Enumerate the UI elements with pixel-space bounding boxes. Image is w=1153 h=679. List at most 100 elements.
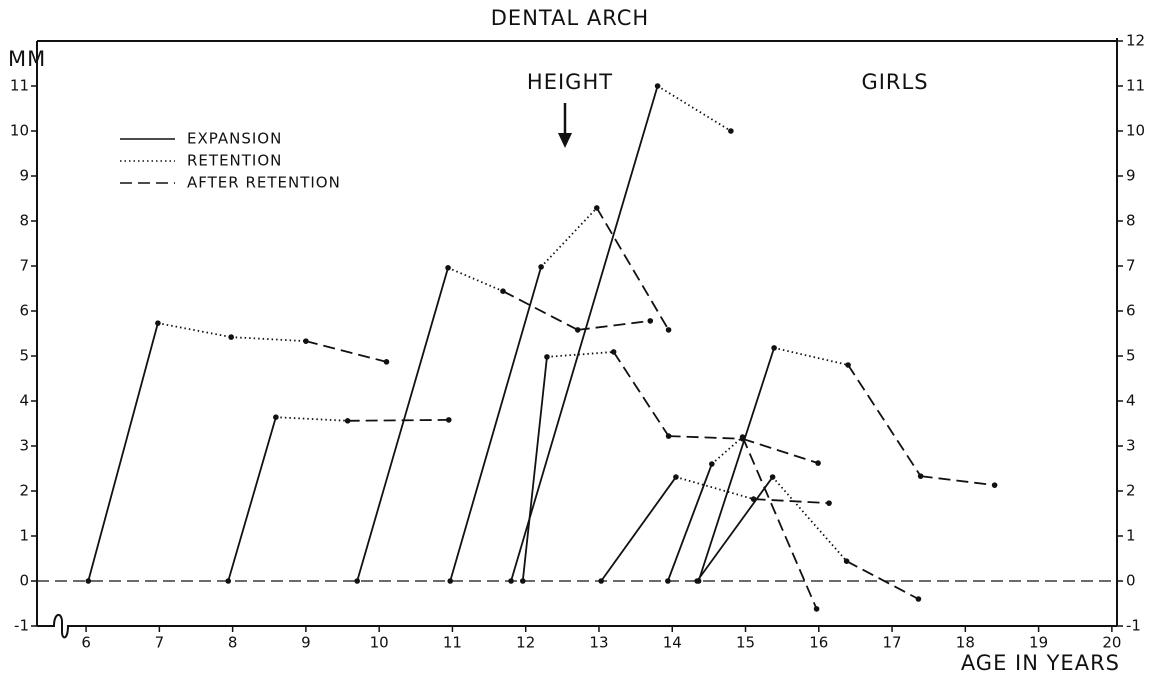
curve-segment	[502, 290, 579, 331]
y-tick-label: 7	[19, 257, 29, 275]
arrow	[558, 103, 572, 148]
curve-segment	[667, 463, 713, 582]
frame	[36, 38, 1118, 639]
point	[593, 205, 600, 211]
curve-segment	[773, 347, 849, 366]
point	[610, 349, 617, 355]
y-tick-label: 6	[19, 302, 29, 320]
point	[771, 345, 777, 351]
curve-segment	[847, 364, 922, 477]
y2-tick-label: 1	[1126, 527, 1136, 545]
point	[654, 83, 661, 89]
point	[354, 578, 360, 584]
legend-label: EXPANSION	[187, 130, 282, 148]
point	[228, 334, 234, 340]
y2-tick-label: 3	[1126, 437, 1136, 455]
x-tick-label: 17	[883, 634, 902, 652]
point	[519, 578, 526, 584]
x-tick-label: 20	[1102, 634, 1121, 652]
point	[673, 474, 679, 480]
legend-label: AFTER RETENTION	[187, 174, 341, 192]
curve-segment	[697, 347, 775, 582]
y-tick-label: 9	[19, 167, 29, 185]
curve-segment	[449, 266, 542, 582]
point	[303, 338, 309, 344]
point	[845, 362, 851, 368]
y2-tick-label: 7	[1126, 257, 1136, 275]
point	[769, 474, 776, 480]
curve-segment	[347, 419, 449, 422]
curve-segment	[612, 351, 670, 437]
y-tick-label: 1	[19, 527, 29, 545]
point	[155, 320, 161, 326]
x-tick-label: 6	[81, 634, 91, 652]
x-tick-label: 10	[370, 634, 389, 652]
point	[917, 473, 924, 479]
annotation: GIRLS	[861, 70, 928, 94]
point	[225, 578, 232, 584]
x-tick-label: 9	[301, 634, 311, 652]
y-tick-label: 4	[19, 392, 29, 410]
curve-segment	[521, 356, 548, 582]
point	[813, 606, 820, 612]
point	[500, 288, 506, 295]
point	[538, 264, 544, 270]
x-tick-label: 7	[155, 634, 165, 652]
curve-segment	[305, 340, 387, 363]
curve-segment	[741, 436, 818, 610]
curve-segment	[668, 435, 743, 440]
x-tick-label: 19	[1029, 634, 1048, 652]
point	[85, 578, 92, 584]
y2-tick-label: 2	[1126, 482, 1136, 500]
annotation: HEIGHT	[527, 70, 613, 94]
x-tick-label: 8	[228, 634, 238, 652]
x-tick-label: 13	[589, 634, 608, 652]
curve-segment	[696, 476, 774, 582]
point	[544, 354, 550, 360]
curve-segment	[771, 476, 848, 562]
curve-segment	[577, 320, 651, 331]
y2-tick-label: 8	[1126, 212, 1136, 230]
curve-segment	[510, 85, 659, 582]
curve-segment	[657, 85, 732, 132]
curve-segment	[227, 416, 277, 582]
point	[574, 327, 581, 333]
y-tick-label: 5	[19, 347, 29, 365]
curve-segment	[600, 476, 677, 582]
curve-segment	[596, 207, 670, 331]
point	[843, 558, 850, 564]
curve-segment	[231, 336, 306, 343]
point	[709, 461, 715, 467]
curve-segment	[846, 560, 919, 600]
curve-segment	[87, 322, 159, 582]
curve-segment	[675, 476, 754, 500]
y-tick-label: 2	[19, 482, 29, 500]
x-tick-label: 14	[663, 634, 682, 652]
point	[508, 578, 514, 584]
y-tick-label: 3	[19, 437, 29, 455]
x-tick-label: 15	[736, 634, 755, 652]
y-tick-label: 8	[19, 212, 29, 230]
y2-tick-label: -1	[1126, 617, 1141, 635]
y-tick-label: -1	[14, 617, 29, 635]
y2-tick-label: 11	[1126, 77, 1145, 95]
y2-tick-label: 6	[1126, 302, 1136, 320]
x-axis-label: AGE IN YEARS	[961, 651, 1120, 675]
curve-segment	[546, 351, 614, 358]
point	[915, 596, 922, 602]
point	[665, 327, 672, 333]
point	[665, 578, 671, 584]
point	[728, 128, 734, 134]
y2-tick-label: 5	[1126, 347, 1136, 365]
curve-segment	[540, 207, 598, 268]
y2-tick-label: 10	[1126, 122, 1145, 140]
curve-segment	[447, 266, 504, 293]
point	[815, 460, 821, 466]
legend-label: RETENTION	[187, 152, 282, 170]
point	[991, 482, 998, 488]
point	[598, 578, 604, 584]
y2-tick-label: 0	[1126, 572, 1136, 590]
x-tick-label: 18	[956, 634, 975, 652]
point	[344, 418, 351, 424]
